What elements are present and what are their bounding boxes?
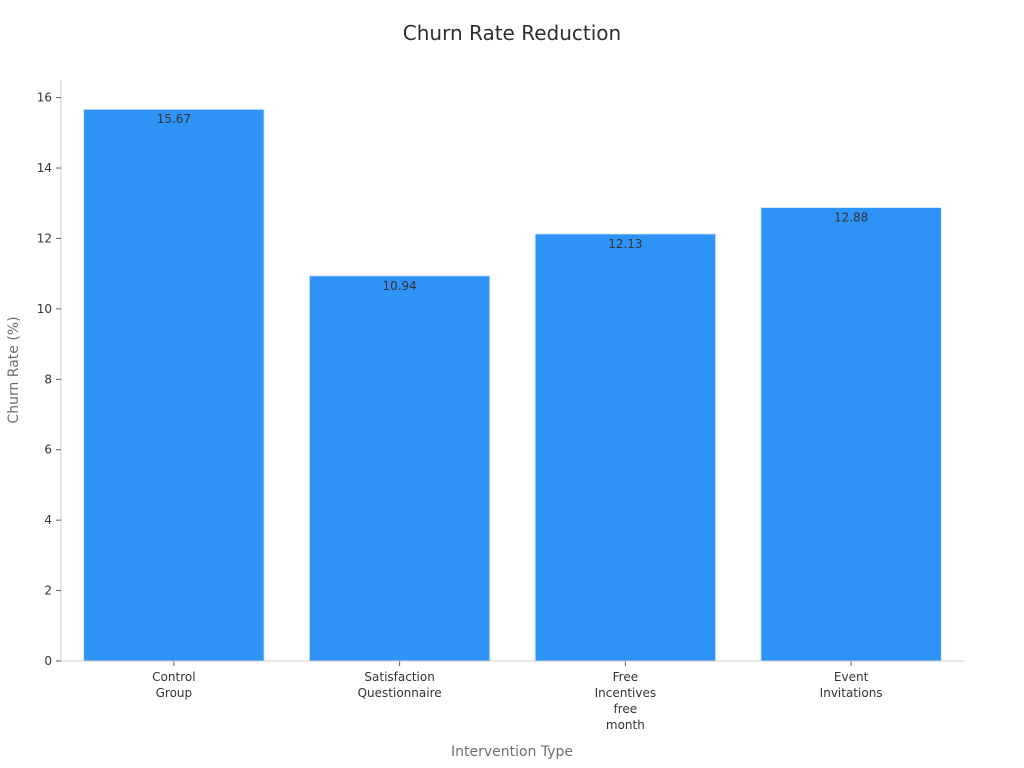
bar-value-label-4: 12.88: [834, 210, 868, 224]
x-tick-label-2: Satisfaction Questionnaire: [358, 670, 442, 700]
chart-title: Churn Rate Reduction: [403, 21, 621, 45]
y-tick-label-3: 6: [44, 443, 52, 457]
bar-3: [534, 233, 717, 662]
bar-value-label-1: 15.67: [157, 112, 191, 126]
y-tick-label-6: 12: [37, 231, 52, 245]
plot-area: 15.67 Control Group 10.94 Satisfaction Questi…: [37, 80, 964, 732]
x-tick-label-3: Free Incentives free month: [595, 670, 657, 732]
y-tick-label-1: 2: [44, 584, 52, 598]
x-tick-label-4: Event Invitations: [820, 670, 883, 700]
x-tick-label-1: Control Group: [152, 670, 195, 700]
y-tick-label-8: 16: [37, 91, 52, 105]
x-axis-label: Intervention Type: [451, 744, 573, 760]
bar-4: [760, 206, 942, 662]
bar-1: [83, 108, 265, 662]
bar-2: [308, 275, 491, 662]
bar-value-label-3: 12.13: [608, 237, 642, 251]
y-tick-label-2: 4: [44, 513, 52, 527]
y-tick-label-7: 14: [37, 161, 52, 175]
y-axis-label: Churn Rate (%): [6, 316, 22, 423]
y-tick-label-5: 10: [37, 302, 52, 316]
y-tick-label-4: 8: [44, 372, 52, 386]
y-tick-label-0: 0: [44, 654, 52, 668]
bar-value-label-2: 10.94: [382, 279, 416, 293]
